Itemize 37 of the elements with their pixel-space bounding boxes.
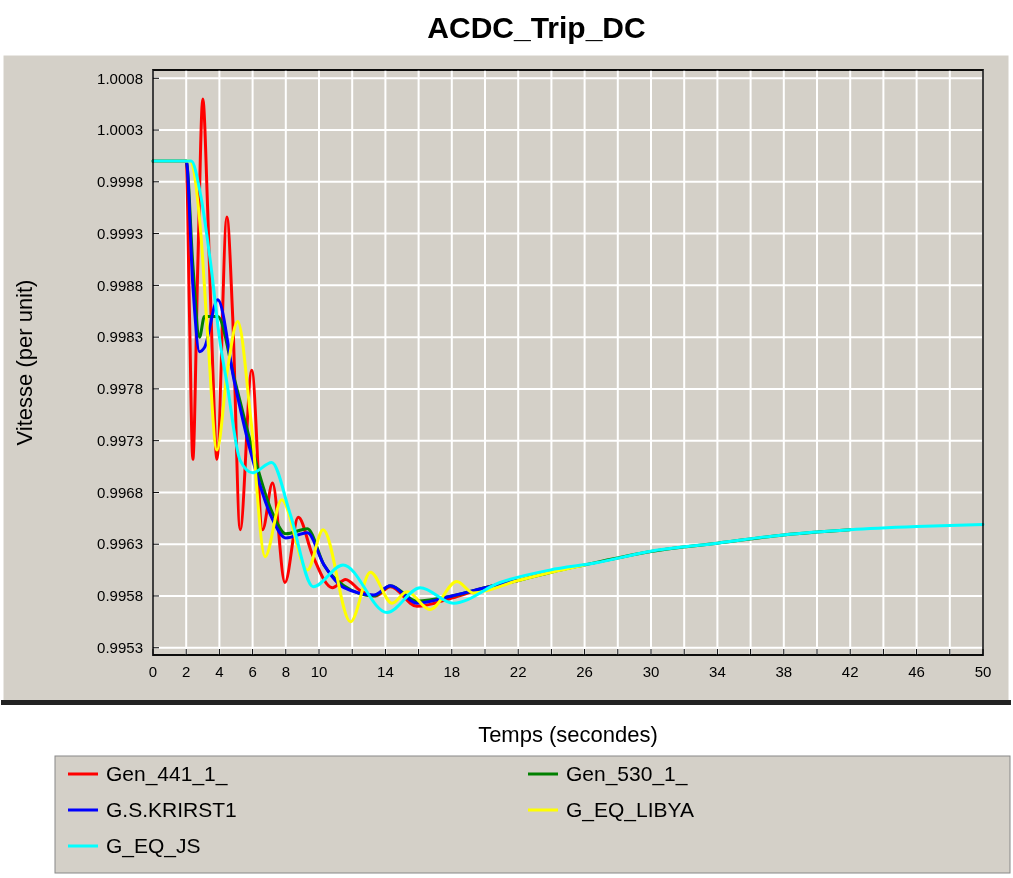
x-tick-label: 0: [148, 663, 158, 680]
y-tick-label: 1.0008: [97, 69, 143, 87]
y-tick-label: 0.9973: [97, 431, 143, 449]
y-tick-label: 0.9993: [97, 224, 143, 242]
x-tick-label: 6: [248, 663, 257, 680]
x-tick-label: 2: [182, 663, 191, 680]
y-tick-label: 0.9988: [97, 276, 143, 294]
y-tick-label: 0.9983: [97, 328, 143, 346]
x-tick-label: 34: [709, 663, 726, 680]
y-tick-label: 1.0003: [97, 121, 143, 139]
y-tick-label: 0.9958: [97, 587, 143, 605]
x-tick-label: 26: [576, 663, 593, 680]
y-tick-label: 0.9963: [97, 535, 143, 553]
x-tick-label: 10: [310, 663, 328, 680]
y-tick-label: 0.9978: [97, 380, 143, 398]
x-tick-label: 22: [509, 663, 527, 680]
x-tick-label: 14: [377, 663, 394, 680]
legend-label: G_EQ_LIBYA: [566, 798, 695, 823]
x-tick-label: 30: [642, 663, 660, 680]
legend-label: G_EQ_JS: [106, 834, 201, 859]
legend-label: Gen_441_1_: [106, 762, 228, 787]
y-tick-label: 0.9998: [97, 173, 143, 191]
x-tick-label: 4: [215, 663, 224, 680]
x-tick-label: 50: [974, 663, 992, 680]
y-tick-label: 0.9968: [97, 483, 143, 501]
y-tick-label: 0.9953: [97, 639, 143, 656]
legend-label: G.S.KRIRST1: [106, 798, 237, 822]
line-series: [151, 159, 985, 615]
chart-title: ACDC_Trip_DC: [427, 11, 646, 44]
x-tick-label: 46: [908, 663, 925, 680]
x-tick-label: 42: [841, 663, 859, 680]
x-tick-label: 38: [775, 663, 793, 680]
x-axis-title: Temps (secondes): [478, 722, 658, 747]
x-tick-label: 18: [443, 663, 461, 680]
x-tick-label: 8: [281, 663, 290, 680]
y-axis-title: Vitesse (per unit): [12, 279, 37, 446]
legend-label: Gen_530_1_: [566, 762, 688, 787]
